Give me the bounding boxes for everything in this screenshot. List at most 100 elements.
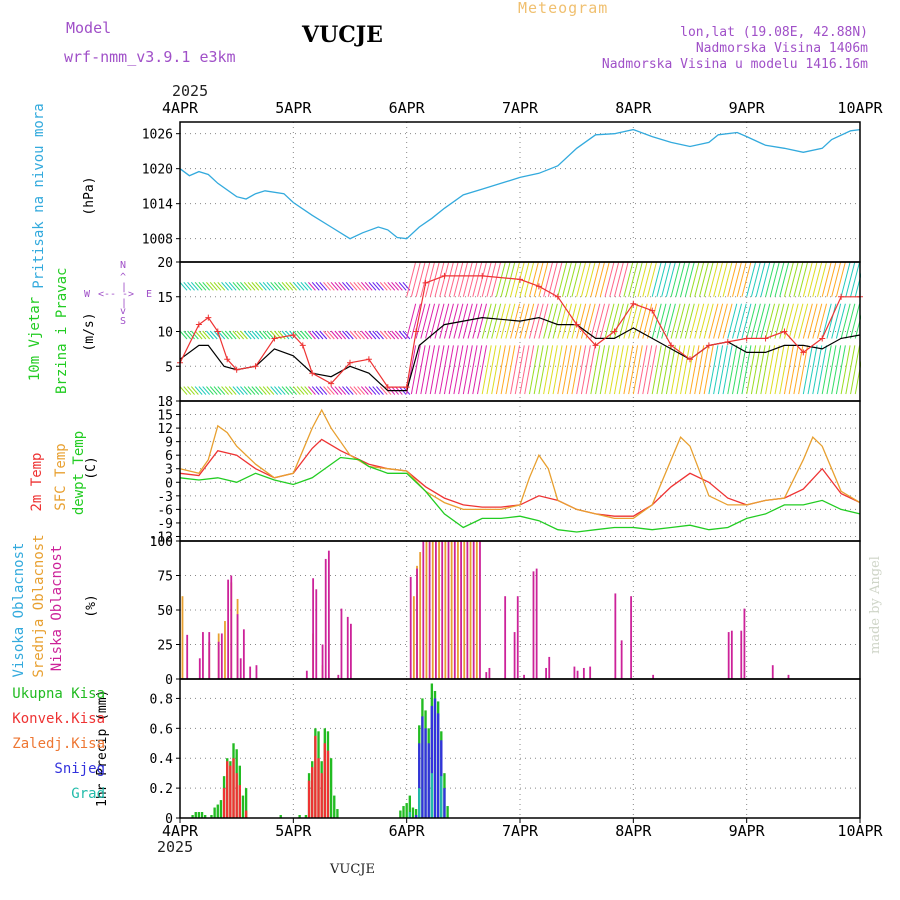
- wind-barb: [656, 303, 667, 339]
- wind-barb: [835, 261, 846, 297]
- wind-barb: [613, 261, 624, 297]
- wind-barb: [326, 386, 335, 395]
- wind-barb: [590, 261, 601, 297]
- cloud-bar: [548, 656, 551, 679]
- precip-bar: [323, 743, 326, 818]
- precip-bar: [314, 735, 317, 818]
- wind-barb: [194, 330, 203, 340]
- precip-bar: [307, 780, 311, 818]
- gust-marker: [800, 349, 807, 356]
- wind-barb: [557, 261, 568, 297]
- cloud-bar: [630, 596, 632, 679]
- wind-barb: [609, 261, 620, 297]
- wind-barb: [360, 386, 369, 395]
- wind-barb: [486, 261, 497, 297]
- wind-barb: [236, 386, 245, 395]
- wind-barb: [379, 386, 388, 395]
- x-label-bottom: 6APR: [389, 822, 426, 840]
- wind-barb: [406, 303, 417, 339]
- wind-barb: [552, 345, 563, 395]
- y-tick-label: 6: [165, 449, 173, 464]
- wind-barb: [524, 261, 535, 297]
- wind-barb: [552, 303, 563, 339]
- gust-marker: [205, 314, 212, 321]
- wind-barb: [289, 386, 297, 395]
- wind-barb: [698, 345, 709, 395]
- wind-barb: [642, 345, 653, 395]
- wind-barb: [240, 386, 248, 395]
- wind-barb: [651, 345, 662, 395]
- wind-barb: [481, 261, 492, 297]
- cloud-bar: [488, 667, 491, 679]
- wind-barb: [571, 345, 582, 395]
- wind-barb: [618, 345, 629, 395]
- wind-barb: [628, 303, 639, 339]
- gust-marker: [233, 366, 240, 373]
- wind-barb: [500, 261, 511, 297]
- wind-barb: [632, 345, 643, 395]
- gust-marker: [309, 370, 316, 377]
- wind-barb: [670, 303, 681, 339]
- wind-barb: [387, 330, 396, 340]
- y-tick-label: 0.4: [150, 752, 174, 767]
- wind-barb: [319, 386, 328, 395]
- precip-bar: [204, 815, 207, 818]
- wind-barb: [345, 281, 354, 291]
- cloud-bar: [227, 579, 230, 679]
- precip-bar: [440, 776, 443, 818]
- wind-barb: [670, 261, 681, 297]
- wind-barb: [330, 330, 339, 340]
- compass-arrow-left: <--: [98, 289, 117, 300]
- wind-barb: [618, 261, 629, 297]
- cloud-bar: [208, 632, 211, 679]
- gust-marker: [517, 276, 523, 283]
- location-lonlat: lon,lat (19.08E, 42.88N): [680, 25, 868, 40]
- wind-barb: [183, 386, 192, 395]
- wind-barb: [472, 261, 483, 297]
- wind-barb: [304, 281, 313, 291]
- wind-barb: [429, 345, 440, 395]
- wind-barb: [255, 330, 263, 340]
- wind-barb: [349, 330, 358, 340]
- y-tick-label: 0.6: [150, 722, 173, 737]
- precip-bar: [210, 815, 213, 818]
- wind-barb: [850, 303, 861, 339]
- wind-barb: [590, 345, 601, 395]
- wind-barb: [247, 281, 256, 291]
- wind-barb: [228, 281, 237, 291]
- wind-barb: [826, 303, 837, 339]
- wind-barb: [566, 345, 577, 395]
- wind-barb: [467, 345, 478, 395]
- cloud-bar: [582, 667, 585, 679]
- year-label-bottom: 2025: [157, 838, 194, 856]
- x-label-top: 4APR: [162, 99, 199, 117]
- wind-barb: [330, 386, 339, 395]
- precip-bar: [408, 812, 411, 818]
- wind-barb: [613, 303, 624, 339]
- gust-marker: [819, 335, 826, 342]
- cloud-bar: [346, 616, 349, 679]
- wind-barb: [519, 261, 530, 297]
- wind-barb: [383, 281, 392, 291]
- wind-barb: [224, 281, 233, 291]
- wind-barb: [689, 303, 700, 339]
- y-tick-label: 5: [165, 360, 173, 375]
- y-tick-label: -6: [157, 503, 173, 518]
- gust-marker: [347, 359, 353, 366]
- y-tick-label: 1026: [142, 128, 173, 143]
- gust-marker: [649, 307, 656, 314]
- wind-barb: [850, 261, 861, 297]
- wind-barb: [183, 330, 192, 340]
- wind-barb: [765, 303, 776, 339]
- cloud-bar: [652, 674, 655, 679]
- wind-barb: [750, 303, 761, 339]
- wind-barb: [769, 303, 780, 339]
- wind-barb: [415, 345, 426, 395]
- wind-barb: [198, 330, 207, 340]
- cloud-mid-label: Srednja Oblacnost: [31, 534, 47, 678]
- wind-barb: [434, 303, 445, 339]
- cloud-bar: [431, 541, 434, 679]
- gust-marker: [781, 328, 788, 335]
- wind-barb: [394, 281, 403, 291]
- wind-barb: [557, 303, 568, 339]
